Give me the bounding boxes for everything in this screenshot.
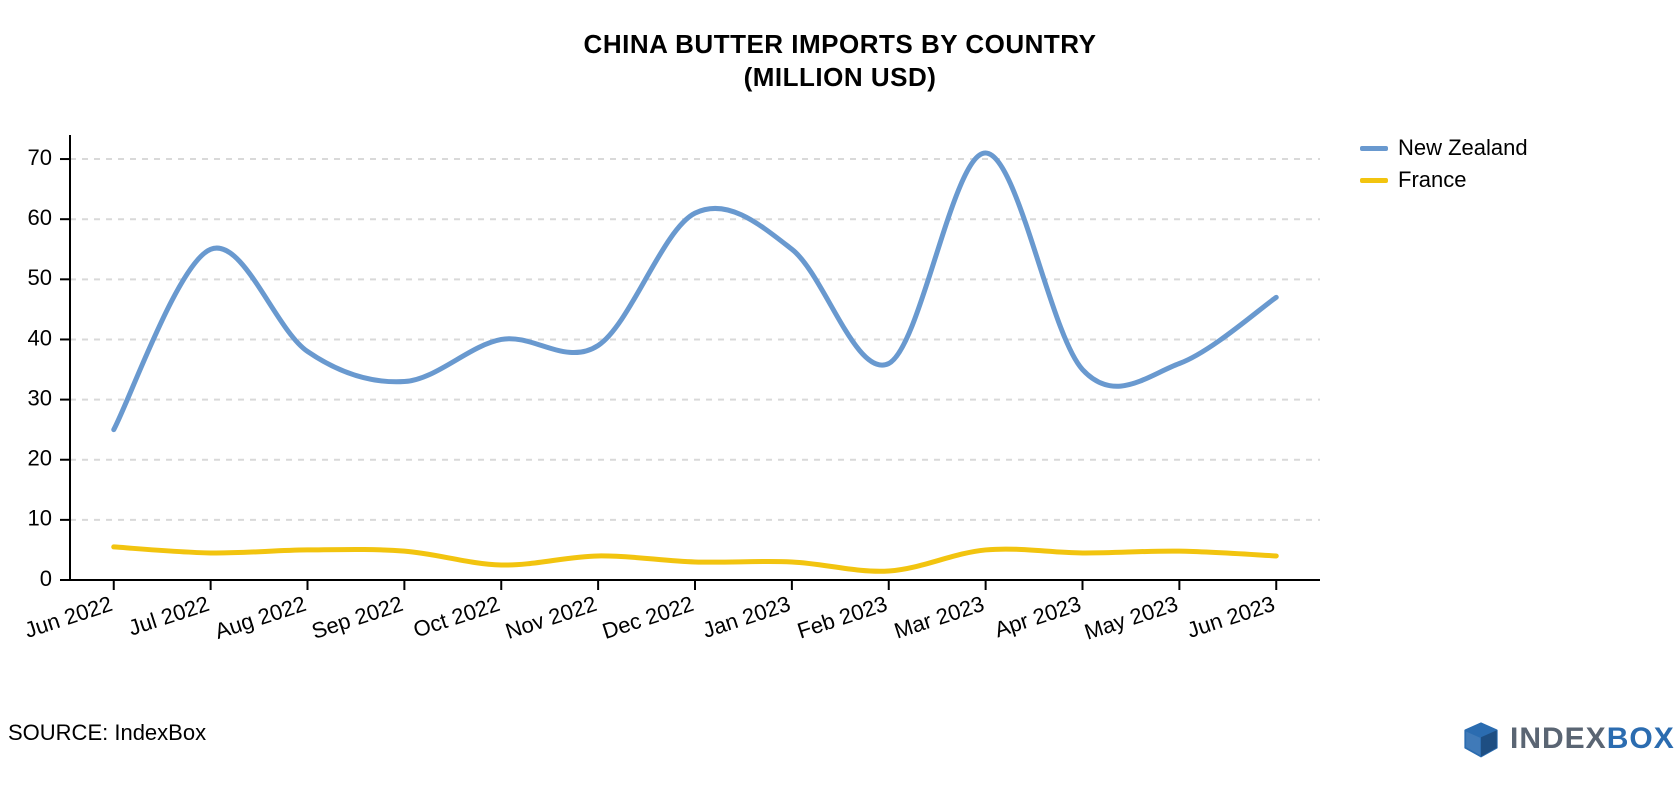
y-tick-label: 0 — [40, 566, 52, 591]
indexbox-logo: INDEXBOX — [1460, 718, 1675, 760]
legend-swatch — [1360, 146, 1388, 151]
legend-item: France — [1360, 167, 1528, 193]
x-tick-label: Nov 2022 — [502, 591, 599, 644]
y-tick-label: 60 — [28, 205, 52, 230]
x-tick-label: Sep 2022 — [309, 591, 406, 644]
legend-swatch — [1360, 178, 1388, 183]
x-tick-label: Jan 2023 — [700, 591, 794, 643]
legend: New Zealand France — [1360, 135, 1528, 199]
legend-item: New Zealand — [1360, 135, 1528, 161]
logo-text-1: INDEX — [1510, 722, 1607, 755]
logo-text: INDEXBOX — [1510, 722, 1675, 756]
x-tick-label: Jun 2023 — [1184, 591, 1278, 643]
x-tick-label: Feb 2023 — [794, 591, 890, 644]
y-tick-label: 70 — [28, 145, 52, 170]
x-tick-label: Apr 2023 — [991, 591, 1084, 642]
x-tick-label: Dec 2022 — [599, 591, 696, 644]
source-text: SOURCE: IndexBox — [8, 720, 206, 746]
series-line — [114, 547, 1277, 571]
x-tick-label: Jul 2022 — [125, 591, 212, 640]
chart-svg: 010203040506070Jun 2022Jul 2022Aug 2022S… — [0, 0, 1680, 800]
x-tick-label: Jun 2022 — [21, 591, 115, 643]
y-tick-label: 50 — [28, 265, 52, 290]
series-line — [114, 153, 1277, 430]
x-tick-label: Mar 2023 — [891, 591, 987, 644]
box-icon — [1460, 718, 1502, 760]
y-tick-label: 10 — [28, 506, 52, 531]
y-tick-label: 20 — [28, 446, 52, 471]
x-tick-label: Oct 2022 — [410, 591, 503, 642]
x-tick-label: May 2023 — [1081, 591, 1181, 645]
y-tick-label: 30 — [28, 385, 52, 410]
logo-text-2: BOX — [1607, 722, 1675, 755]
legend-label: France — [1398, 167, 1466, 193]
y-tick-label: 40 — [28, 325, 52, 350]
x-tick-label: Aug 2022 — [212, 591, 309, 644]
legend-label: New Zealand — [1398, 135, 1528, 161]
